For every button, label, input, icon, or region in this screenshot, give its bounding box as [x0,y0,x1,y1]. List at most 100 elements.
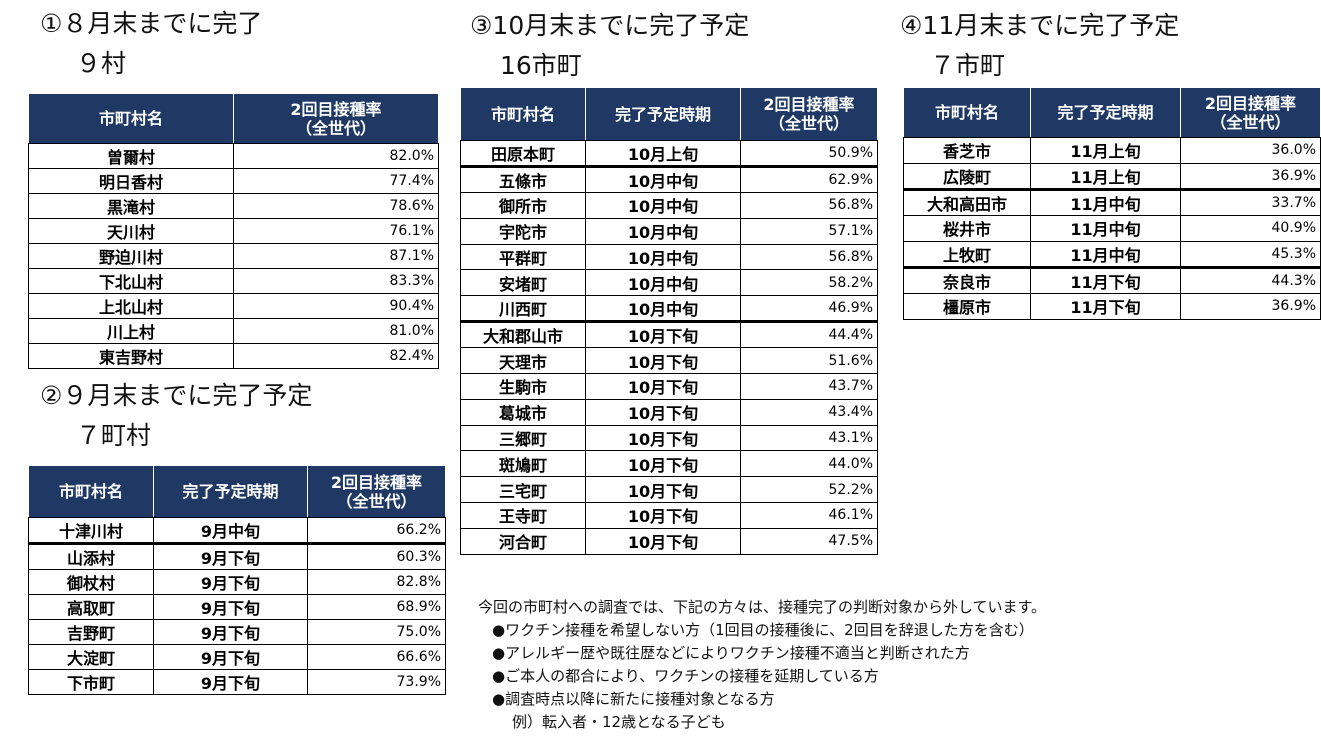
text-cell: 三郷町 [460,424,586,452]
text-cell: 広陵町 [903,162,1031,191]
table-row: 天理市 10月下旬 51.6% [460,347,878,374]
text-cell: 明日香村 [28,168,234,194]
rate-cell: 66.2% [307,517,446,545]
rate-cell: 57.1% [740,217,878,245]
table-row: 生駒市 10月下旬 43.7% [460,372,878,400]
table-row: 高取町 9月下旬 68.9% [28,594,446,621]
data-table: 市町村名 完了予定時期 2回目接種率 （全世代） 田原本町 10月上旬 50.9% 五條市 1… [460,87,878,555]
text-cell: 橿原市 [903,292,1031,320]
table-row: 曽爾村 82.0% [28,143,439,169]
text-cell: 11月上旬 [1030,162,1181,191]
table-row: 十津川村 9月中旬 66.2% [28,517,446,545]
table-row: 三宅町 10月下旬 52.2% [460,476,878,503]
text-cell: 9月中旬 [153,517,308,545]
section-heading: 16市町 [500,51,582,80]
text-cell: 10月下旬 [585,398,741,426]
table-row: 川上村 81.0% [28,318,439,344]
rate-cell: 36.9% [1180,292,1321,320]
rate-cell: 82.8% [307,568,446,596]
note-text: ●アレルギー歴や既往歴などによりワクチン接種不適当と判断された方 [492,644,970,662]
rate-cell: 36.9% [1180,162,1321,191]
header-cell: 2回目接種率 （全世代） [307,465,446,518]
text-cell: 10月中旬 [585,295,741,324]
text-cell: 奈良市 [903,266,1031,294]
header-cell: 2回目接種率 （全世代） [233,93,439,144]
table-row: 明日香村 77.4% [28,168,439,194]
rate-cell: 60.3% [307,543,446,570]
table-row: 三郷町 10月下旬 43.1% [460,424,878,452]
rate-cell: 43.1% [740,424,878,452]
text-cell: 黒滝村 [28,193,234,219]
text-cell: 御杖村 [28,568,154,596]
table-row: 王寺町 10月下旬 46.1% [460,501,878,529]
table-row: 大和郡山市 10月下旬 44.4% [460,321,878,349]
text-cell: 野迫川村 [28,243,234,269]
text-cell: 10月下旬 [585,347,741,374]
table-row: 天川村 76.1% [28,218,439,244]
rate-cell: 45.3% [1180,240,1321,269]
table-row: 山添村 9月下旬 60.3% [28,543,446,570]
text-cell: 9月下旬 [153,568,308,596]
text-cell: 11月中旬 [1030,240,1181,269]
rate-cell: 81.0% [233,318,439,344]
rate-cell: 46.1% [740,501,878,529]
text-cell: 11月下旬 [1030,292,1181,320]
note-text: 今回の市町村への調査では、下記の方々は、接種完了の判断対象から外しています。 [478,598,1047,616]
header-cell: 市町村名 [903,87,1031,138]
text-cell: 山添村 [28,543,154,570]
rate-cell: 90.4% [233,293,439,319]
table-row: 吉野町 9月下旬 75.0% [28,619,446,646]
table-row: 桜井市 11月中旬 40.9% [903,214,1321,242]
table-row: 下市町 9月下旬 73.9% [28,669,446,696]
header-row: 市町村名 完了予定時期 2回目接種率 （全世代） [903,87,1321,138]
table-row: 大和高田市 11月中旬 33.7% [903,188,1321,216]
rate-cell: 73.9% [307,669,446,696]
rate-cell: 78.6% [233,193,439,219]
data-table: 市町村名 完了予定時期 2回目接種率 （全世代） 十津川村 9月中旬 66.2% 山添村 9月… [28,465,446,696]
rate-cell: 87.1% [233,243,439,269]
text-cell: 宇陀市 [460,217,586,245]
text-cell: 王寺町 [460,501,586,529]
table-row: 上北山村 90.4% [28,293,439,319]
data-table: 市町村名 完了予定時期 2回目接種率 （全世代） 香芝市 11月上旬 36.0% 広陵町 11… [903,87,1321,320]
rate-cell: 82.4% [233,343,439,369]
rate-cell: 56.8% [740,192,878,219]
rate-cell: 68.9% [307,594,446,621]
text-cell: 11月中旬 [1030,214,1181,242]
text-cell: 10月中旬 [585,166,741,193]
text-cell: 川上村 [28,318,234,344]
text-cell: 五條市 [460,166,586,193]
table-row: 上牧町 11月中旬 45.3% [903,240,1321,269]
section-heading: ７市町 [930,51,1006,80]
text-cell: 田原本町 [460,140,586,168]
text-cell: 10月中旬 [585,243,741,271]
text-cell: 10月下旬 [585,372,741,400]
text-cell: 平群町 [460,243,586,271]
section-heading: ①８月末までに完了 [40,9,263,38]
text-cell: 9月下旬 [153,543,308,570]
table-row: 橿原市 11月下旬 36.9% [903,292,1321,320]
header-row: 市町村名 完了予定時期 2回目接種率 （全世代） [460,87,878,141]
rate-cell: 43.4% [740,398,878,426]
text-cell: 十津川村 [28,517,154,545]
header-cell: 完了予定時期 [1030,87,1181,138]
rate-cell: 58.2% [740,269,878,297]
text-cell: 香芝市 [903,137,1031,164]
rate-cell: 62.9% [740,166,878,193]
text-cell: 桜井市 [903,214,1031,242]
table-row: 田原本町 10月上旬 50.9% [460,140,878,168]
table-row: 下北山村 83.3% [28,268,439,294]
table-row: 河合町 10月下旬 47.5% [460,527,878,555]
text-cell: 曽爾村 [28,143,234,169]
text-cell: 10月下旬 [585,321,741,349]
note-text: ●ワクチン接種を希望しない方（1回目の接種後に、2回目を辞退した方を含む） [492,621,1034,639]
header-cell: 完了予定時期 [153,465,308,518]
text-cell: 11月上旬 [1030,137,1181,164]
header-cell: 完了予定時期 [585,87,741,141]
section-heading: ③10月末までに完了予定 [470,11,750,40]
table-row: 黒滝村 78.6% [28,193,439,219]
rate-cell: 44.0% [740,450,878,478]
rate-cell: 76.1% [233,218,439,244]
rate-cell: 43.7% [740,372,878,400]
rate-cell: 44.4% [740,321,878,349]
